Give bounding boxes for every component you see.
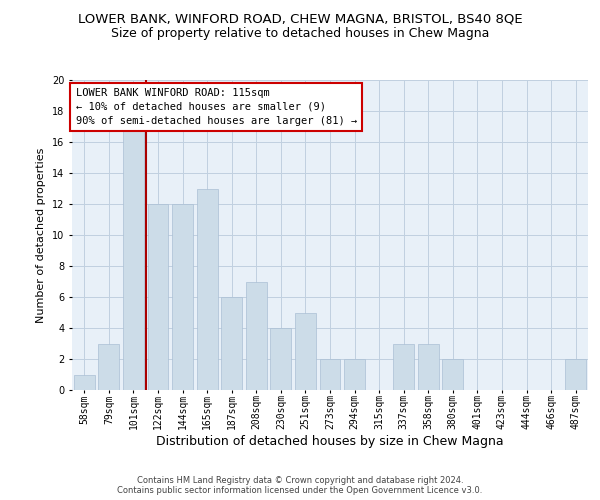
Bar — [295, 312, 316, 390]
Bar — [98, 344, 119, 390]
Text: Contains public sector information licensed under the Open Government Licence v3: Contains public sector information licen… — [118, 486, 482, 495]
Text: LOWER BANK, WINFORD ROAD, CHEW MAGNA, BRISTOL, BS40 8QE: LOWER BANK, WINFORD ROAD, CHEW MAGNA, BR… — [77, 12, 523, 26]
Bar — [320, 359, 340, 390]
Bar — [197, 188, 218, 390]
Bar — [393, 344, 414, 390]
Bar — [74, 374, 95, 390]
Bar — [172, 204, 193, 390]
Bar — [246, 282, 267, 390]
Y-axis label: Number of detached properties: Number of detached properties — [37, 148, 46, 322]
Text: Size of property relative to detached houses in Chew Magna: Size of property relative to detached ho… — [111, 28, 489, 40]
Bar — [418, 344, 439, 390]
Text: LOWER BANK WINFORD ROAD: 115sqm
← 10% of detached houses are smaller (9)
90% of : LOWER BANK WINFORD ROAD: 115sqm ← 10% of… — [76, 88, 357, 126]
Bar — [221, 297, 242, 390]
Bar — [344, 359, 365, 390]
Bar — [148, 204, 169, 390]
Text: Distribution of detached houses by size in Chew Magna: Distribution of detached houses by size … — [156, 435, 504, 448]
Text: Contains HM Land Registry data © Crown copyright and database right 2024.: Contains HM Land Registry data © Crown c… — [137, 476, 463, 485]
Bar — [565, 359, 586, 390]
Bar — [442, 359, 463, 390]
Bar — [123, 126, 144, 390]
Bar — [271, 328, 292, 390]
